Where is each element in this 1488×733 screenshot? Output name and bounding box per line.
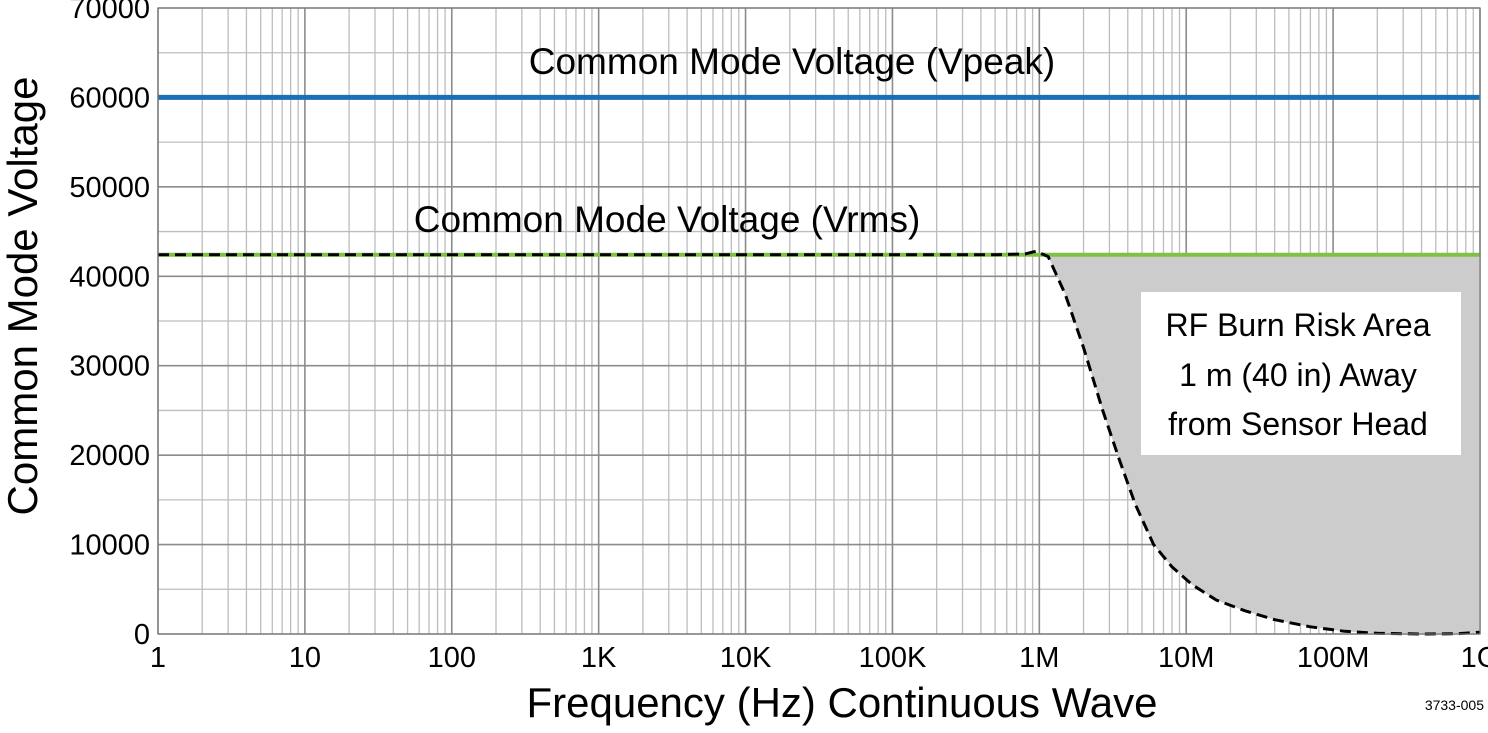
- x-tick-label: 100K: [859, 642, 927, 674]
- x-tick-label: 10K: [720, 642, 772, 674]
- y-tick-label: 30000: [69, 351, 150, 383]
- x-axis-label: Frequency (Hz) Continuous Wave: [526, 679, 1157, 726]
- x-tick-label: 100M: [1297, 642, 1370, 674]
- figure-id: 3733-005: [1425, 697, 1484, 713]
- y-tick-labels: 0 10000 20000 30000 40000 50000 60000 70000: [69, 0, 150, 651]
- y-tick-label: 20000: [69, 440, 150, 472]
- x-tick-label: 1G: [1461, 642, 1488, 674]
- risk-area-label-box: RF Burn Risk Area 1 m (40 in) Away from …: [1141, 292, 1461, 455]
- x-tick-label: 10: [289, 642, 321, 674]
- x-tick-labels: 1 10 100 1K 10K 100K 1M 10M 100M 1G: [150, 642, 1488, 674]
- risk-label-line-2: 1 m (40 in) Away: [1179, 357, 1417, 393]
- y-tick-label: 10000: [69, 530, 150, 562]
- y-tick-label: 0: [134, 619, 150, 651]
- y-tick-label: 40000: [69, 261, 150, 293]
- x-tick-label: 1M: [1019, 642, 1059, 674]
- y-tick-label: 60000: [69, 82, 150, 114]
- x-tick-label: 100: [428, 642, 476, 674]
- x-tick-label: 10M: [1158, 642, 1214, 674]
- risk-label-background: [1141, 292, 1461, 455]
- plot-frame: [157, 7, 1481, 635]
- y-axis-label: Common Mode Voltage: [0, 77, 46, 516]
- x-tick-label: 1: [150, 642, 166, 674]
- vrms-annotation: Common Mode Voltage (Vrms): [414, 199, 921, 240]
- y-tick-label: 70000: [69, 0, 150, 25]
- series-layer: [158, 94, 1481, 636]
- y-tick-label: 50000: [69, 172, 150, 204]
- x-tick-label: 1K: [581, 642, 617, 674]
- derating-curve: [158, 249, 1481, 636]
- vpeak-annotation: Common Mode Voltage (Vpeak): [529, 41, 1056, 82]
- grid-minor: [158, 8, 1480, 634]
- risk-label-line-3: from Sensor Head: [1168, 406, 1428, 442]
- risk-label-line-1: RF Burn Risk Area: [1166, 307, 1431, 343]
